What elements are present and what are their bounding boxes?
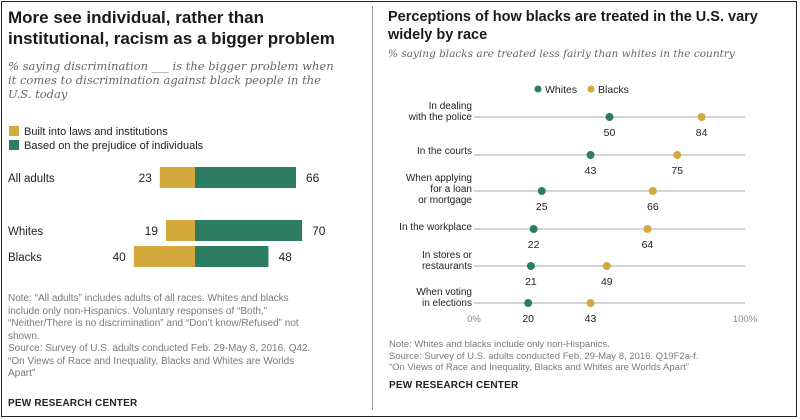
category-label: Blacks: [8, 252, 42, 264]
value-label-blacks: 75: [671, 165, 683, 177]
dot-whites: [524, 299, 533, 307]
row-label-line: In the workplace: [399, 222, 472, 233]
left-note: Note: “All adults” includes adults of al…: [8, 293, 310, 381]
left-note-line-6: “On Views of Race and Inequality, Blacks…: [8, 355, 295, 367]
right-note: Note: Whites and blacks include only non…: [389, 339, 698, 374]
legend-dot-whites: [534, 85, 542, 93]
row-label-line: for a loan: [430, 184, 472, 195]
left-subtitle: % saying discrimination ___ is the bigge…: [8, 59, 334, 101]
value-label-individual: 70: [312, 224, 326, 238]
right-brand: PEW RESEARCH CENTER: [389, 380, 519, 391]
value-label-whites: 43: [585, 165, 597, 177]
value-label-blacks: 64: [642, 239, 654, 251]
dot-blacks: [643, 225, 652, 233]
right-title: Perceptions of how blacks are treated in…: [388, 8, 758, 44]
dot-blacks: [673, 151, 682, 159]
bar-institutional: [133, 246, 195, 267]
value-label-institutional: 40: [112, 250, 126, 264]
value-label-whites: 22: [528, 239, 540, 251]
row-label-line: In stores or: [422, 250, 473, 261]
value-label-blacks: 84: [696, 127, 708, 139]
row-label-line: or mortgage: [418, 195, 472, 206]
left-note-line-5: Source: Survey of U.S. adults conducted …: [8, 343, 311, 354]
dot-blacks: [648, 187, 657, 195]
dot-whites: [529, 225, 538, 233]
row-label-line: with the police: [408, 112, 473, 123]
legend-label-2: Based on the prejudice of individuals: [24, 140, 204, 152]
legend-label-blacks: Blacks: [598, 84, 629, 96]
left-subtitle-line-3: U.S. today: [8, 87, 68, 101]
legend-dot-blacks: [587, 85, 595, 93]
right-note-line-2: Source: Survey of U.S. adults conducted …: [389, 350, 699, 362]
bar-institutional: [159, 167, 195, 188]
row-label-line: In the courts: [417, 146, 472, 157]
value-label-blacks: 49: [601, 276, 613, 288]
dot-whites: [537, 187, 546, 195]
right-note-line-3: “On Views of Race and Inequality, Blacks…: [389, 362, 689, 373]
left-note-line-1: Note: “All adults” includes adults of al…: [8, 293, 289, 304]
value-label-institutional: 23: [138, 171, 152, 185]
value-label-individual: 66: [306, 171, 320, 185]
x-axis-label-min: 0%: [467, 314, 481, 325]
value-label-institutional: 19: [145, 224, 159, 238]
legend-label-1: Built into laws and institutions: [24, 126, 168, 138]
row-label-line: restaurants: [422, 261, 472, 272]
right-subtitle: % saying blacks are treated less fairly …: [388, 48, 735, 60]
legend-swatch-1: [9, 126, 19, 136]
row-label-line: When applying: [406, 173, 472, 184]
bar-individual: [195, 167, 296, 188]
right-title-line-1: Perceptions of how blacks are treated in…: [388, 9, 758, 25]
value-label-whites: 25: [536, 201, 548, 213]
category-label: All adults: [8, 173, 55, 185]
bar-institutional: [165, 220, 195, 241]
dot-blacks: [602, 262, 611, 270]
left-note-line-2: include only non-Hispanics. Voluntary re…: [8, 305, 268, 317]
left-subtitle-line-2: it comes to discrimination against black…: [8, 73, 321, 87]
right-note-line-1: Note: Whites and blacks include only non…: [389, 339, 610, 350]
left-brand: PEW RESEARCH CENTER: [8, 398, 138, 409]
value-label-whites: 50: [604, 127, 616, 139]
dot-whites: [526, 262, 535, 270]
legend-label-whites: Whites: [545, 84, 577, 96]
right-title-line-2: widely by race: [388, 27, 488, 43]
left-subtitle-line-1: % saying discrimination ___ is the bigge…: [8, 59, 334, 73]
x-axis-label-max: 100%: [733, 314, 758, 325]
left-note-line-7: Apart”: [8, 368, 36, 379]
left-title-line-2: institutional, racism as a bigger proble…: [8, 29, 335, 48]
legend-swatch-2: [9, 140, 19, 150]
bar-individual: [195, 220, 303, 241]
dot-blacks: [697, 113, 706, 121]
left-note-line-4: shown.: [8, 330, 40, 342]
row-label-line: In dealing: [429, 101, 472, 112]
value-label-whites: 20: [522, 313, 534, 325]
value-label-whites: 21: [525, 276, 537, 288]
left-title: More see individual, rather than institu…: [8, 7, 335, 49]
row-label-line: in elections: [422, 298, 472, 309]
dot-blacks: [586, 299, 595, 307]
value-label-blacks: 43: [585, 313, 597, 325]
dot-whites: [586, 151, 595, 159]
left-note-line-3: “Neither/There is no discrimination” and…: [8, 318, 299, 329]
dot-whites: [605, 113, 614, 121]
panel-divider: [372, 6, 373, 410]
category-label: Whites: [8, 226, 43, 238]
row-label-line: When voting: [416, 287, 472, 298]
bar-individual: [195, 246, 269, 267]
value-label-individual: 48: [278, 250, 292, 264]
value-label-blacks: 66: [647, 201, 659, 213]
left-title-line-1: More see individual, rather than: [8, 8, 265, 27]
left-stacked-bar-chart: Built into laws and institutions Based on…: [8, 126, 326, 267]
